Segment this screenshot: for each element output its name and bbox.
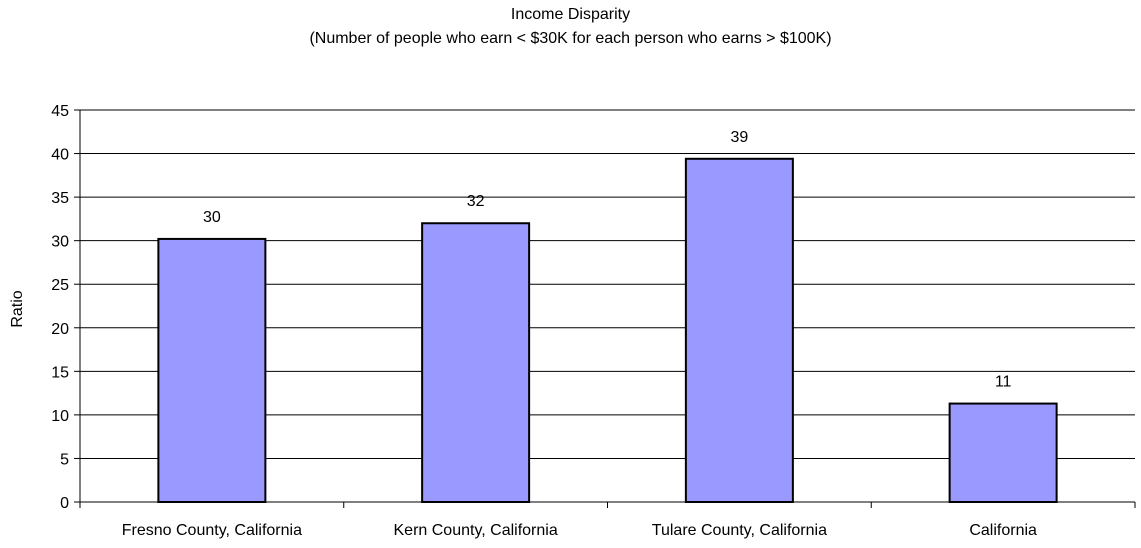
chart-subtitle: (Number of people who earn < $30K for ea…: [309, 30, 832, 47]
y-tick-label: 30: [51, 234, 69, 251]
bar: [157, 237, 267, 503]
y-tick-label: 20: [51, 321, 69, 338]
chart-title: Income Disparity: [510, 6, 631, 23]
y-tick-label: 25: [51, 277, 69, 294]
y-tick-label: 5: [60, 451, 69, 468]
bar: [421, 222, 531, 503]
data-label: 11: [995, 374, 1012, 391]
data-label: 30: [203, 209, 221, 226]
x-tick-label: Fresno County, California: [122, 522, 302, 539]
y-tick-label: 35: [51, 190, 69, 207]
y-axis: 0 5 10 15 20 25 30 35 40 45: [51, 103, 81, 512]
x-tick-label: Tulare County, California: [652, 522, 827, 539]
y-tick-label: 45: [51, 103, 69, 120]
data-label: 32: [467, 193, 485, 210]
x-tick-label: Kern County, California: [394, 522, 558, 539]
bar: [684, 157, 794, 503]
y-tick-label: 0: [60, 495, 69, 512]
x-tick-label: California: [969, 522, 1037, 539]
y-tick-label: 10: [51, 408, 69, 425]
y-tick-label: 15: [51, 364, 69, 381]
y-tick-label: 40: [51, 147, 69, 164]
bar: [948, 402, 1058, 504]
data-label: 39: [730, 129, 748, 146]
y-axis-label: Ratio: [9, 290, 26, 327]
data-labels: 30 32 39 11: [203, 129, 1012, 391]
bars: [157, 157, 1058, 504]
x-axis: Fresno County, California Kern County, Ca…: [79, 501, 1136, 539]
